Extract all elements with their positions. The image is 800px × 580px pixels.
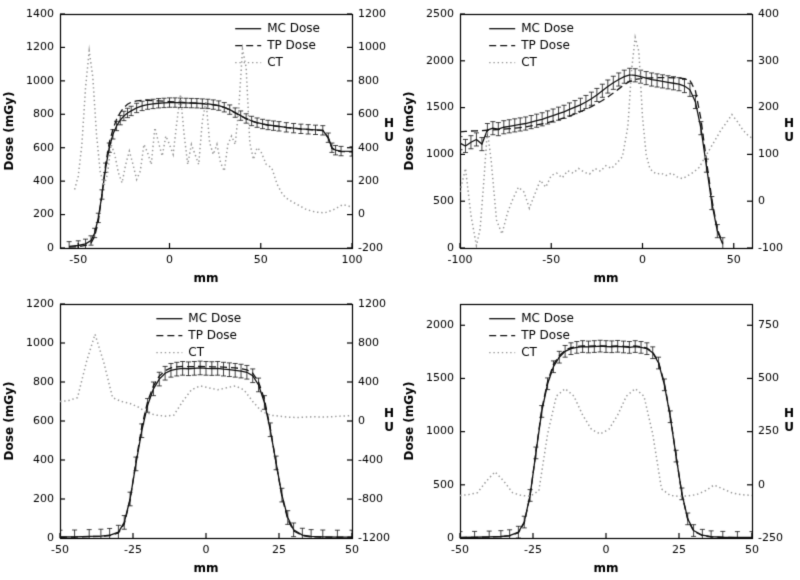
- chart-top-left-canvas: [0, 0, 400, 290]
- chart-bottom-right-canvas: [400, 290, 800, 580]
- chart-top-right: [400, 0, 800, 290]
- chart-bottom-left-canvas: [0, 290, 400, 580]
- chart-top-left: [0, 0, 400, 290]
- chart-bottom-left: [0, 290, 400, 580]
- chart-top-right-canvas: [400, 0, 800, 290]
- chart-bottom-right: [400, 290, 800, 580]
